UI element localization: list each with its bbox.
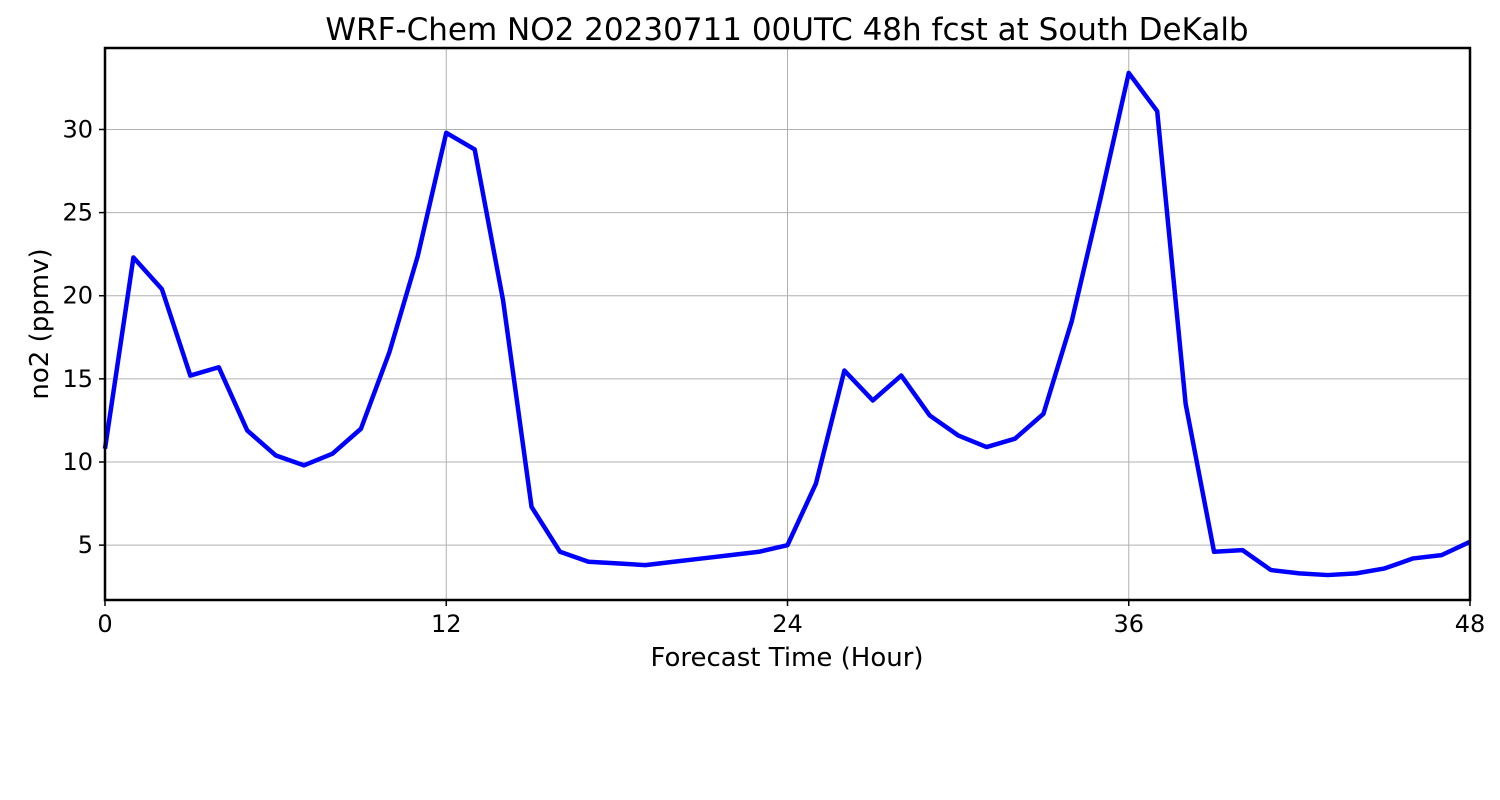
y-tick-label: 30 bbox=[62, 115, 93, 143]
y-tick-label: 25 bbox=[62, 199, 93, 227]
y-tick-label: 20 bbox=[62, 282, 93, 310]
y-axis-label: no2 (ppmv) bbox=[25, 248, 55, 399]
x-tick-label: 12 bbox=[431, 610, 462, 638]
x-tick-label: 36 bbox=[1113, 610, 1144, 638]
x-tick-label: 48 bbox=[1455, 610, 1486, 638]
y-tick-label: 10 bbox=[62, 448, 93, 476]
series-line bbox=[102, 70, 1471, 578]
grid bbox=[105, 48, 1470, 600]
x-tick-label: 0 bbox=[97, 610, 112, 638]
chart-title: WRF-Chem NO2 20230711 00UTC 48h fcst at … bbox=[325, 12, 1248, 48]
x-tick-label: 24 bbox=[772, 610, 803, 638]
ticks: 0 12 24 36 48 5 10 15 20 25 30 bbox=[62, 115, 1485, 638]
y-tick-label: 5 bbox=[78, 531, 93, 559]
x-axis-label: Forecast Time (Hour) bbox=[650, 643, 923, 673]
line-layer bbox=[102, 70, 1471, 578]
y-tick-label: 15 bbox=[62, 365, 93, 393]
